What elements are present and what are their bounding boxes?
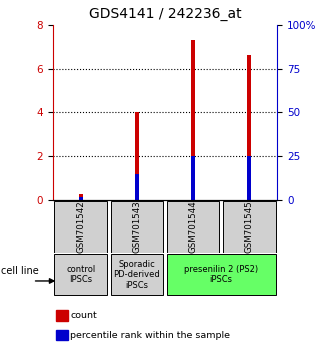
- Bar: [55, 310, 68, 321]
- Bar: [191, 40, 195, 200]
- FancyBboxPatch shape: [167, 201, 219, 253]
- FancyBboxPatch shape: [111, 254, 163, 295]
- FancyBboxPatch shape: [167, 254, 276, 295]
- Title: GDS4141 / 242236_at: GDS4141 / 242236_at: [89, 7, 241, 21]
- Text: GSM701543: GSM701543: [132, 200, 142, 253]
- Bar: [247, 56, 251, 200]
- Text: GSM701545: GSM701545: [245, 200, 254, 253]
- FancyBboxPatch shape: [111, 201, 163, 253]
- Text: control
IPSCs: control IPSCs: [66, 265, 95, 284]
- Text: GSM701542: GSM701542: [76, 200, 85, 253]
- Bar: [55, 330, 68, 340]
- Text: presenilin 2 (PS2)
iPSCs: presenilin 2 (PS2) iPSCs: [184, 265, 258, 284]
- Bar: [191, 156, 195, 200]
- FancyBboxPatch shape: [223, 201, 276, 253]
- Bar: [247, 156, 251, 200]
- Bar: [135, 174, 139, 200]
- Text: count: count: [70, 312, 97, 320]
- Text: Sporadic
PD-derived
iPSCs: Sporadic PD-derived iPSCs: [114, 260, 160, 290]
- Text: percentile rank within the sample: percentile rank within the sample: [70, 331, 230, 340]
- Bar: [79, 198, 83, 200]
- Text: GSM701544: GSM701544: [188, 200, 198, 253]
- Bar: [135, 113, 139, 200]
- FancyBboxPatch shape: [54, 201, 107, 253]
- Bar: [79, 194, 83, 200]
- Text: cell line: cell line: [1, 266, 39, 275]
- FancyBboxPatch shape: [54, 254, 107, 295]
